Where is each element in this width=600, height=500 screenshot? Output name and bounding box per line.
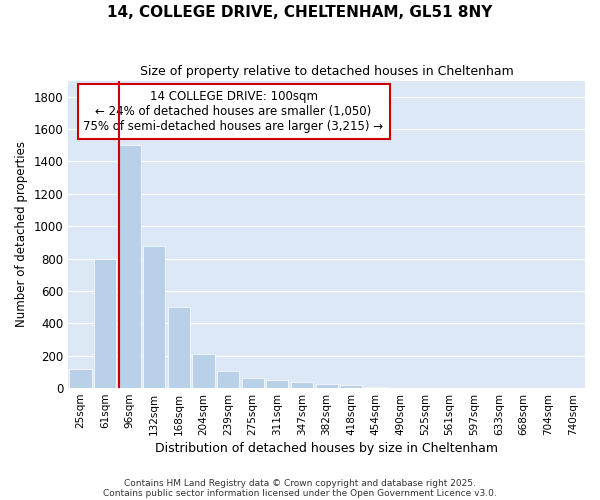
Bar — [316, 384, 338, 388]
Text: 14 COLLEGE DRIVE: 100sqm
← 24% of detached houses are smaller (1,050)
75% of sem: 14 COLLEGE DRIVE: 100sqm ← 24% of detach… — [83, 90, 383, 133]
Bar — [70, 368, 92, 388]
Bar — [291, 382, 313, 388]
Bar — [242, 378, 264, 388]
Bar — [143, 246, 166, 388]
Bar — [94, 258, 116, 388]
Bar — [340, 385, 362, 388]
Text: Contains public sector information licensed under the Open Government Licence v3: Contains public sector information licen… — [103, 488, 497, 498]
Y-axis label: Number of detached properties: Number of detached properties — [15, 142, 28, 328]
Bar — [168, 307, 190, 388]
Title: Size of property relative to detached houses in Cheltenham: Size of property relative to detached ho… — [140, 65, 514, 78]
Bar — [217, 371, 239, 388]
Bar — [193, 354, 215, 388]
X-axis label: Distribution of detached houses by size in Cheltenham: Distribution of detached houses by size … — [155, 442, 498, 455]
Bar — [266, 380, 289, 388]
Bar — [119, 146, 141, 388]
Text: 14, COLLEGE DRIVE, CHELTENHAM, GL51 8NY: 14, COLLEGE DRIVE, CHELTENHAM, GL51 8NY — [107, 5, 493, 20]
Text: Contains HM Land Registry data © Crown copyright and database right 2025.: Contains HM Land Registry data © Crown c… — [124, 478, 476, 488]
